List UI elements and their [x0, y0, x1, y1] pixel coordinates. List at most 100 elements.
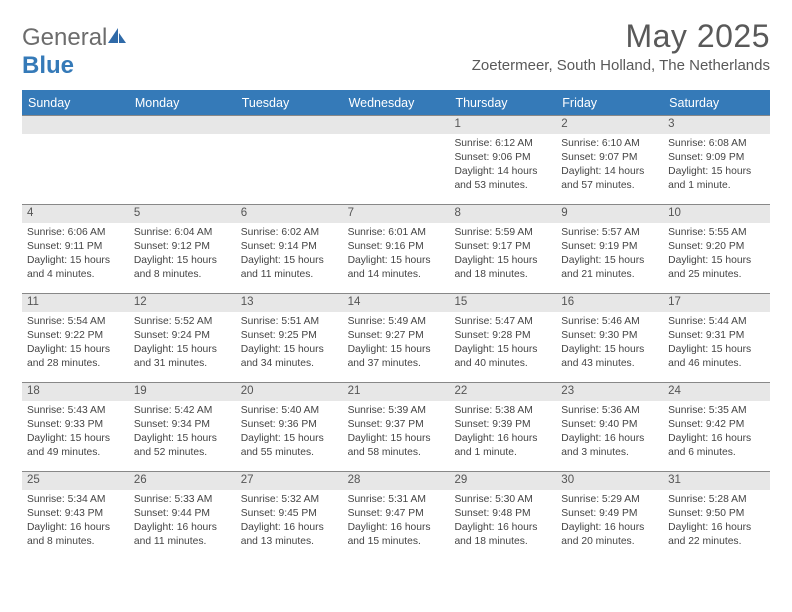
- day-cell: [129, 116, 236, 204]
- day-details: Sunrise: 5:30 AMSunset: 9:48 PMDaylight:…: [449, 490, 556, 553]
- sunrise-text: Sunrise: 5:43 AM: [27, 404, 124, 418]
- weekday-header: Sunday: [22, 92, 129, 115]
- weekday-header: Thursday: [449, 92, 556, 115]
- day-details: Sunrise: 5:34 AMSunset: 9:43 PMDaylight:…: [22, 490, 129, 553]
- daylight-text: Daylight: 15 hours and 46 minutes.: [668, 343, 765, 371]
- daylight-text: Daylight: 15 hours and 11 minutes.: [241, 254, 338, 282]
- sunrise-text: Sunrise: 6:04 AM: [134, 226, 231, 240]
- calendar: Sunday Monday Tuesday Wednesday Thursday…: [22, 90, 770, 560]
- day-number: 20: [236, 383, 343, 401]
- week-row: 4Sunrise: 6:06 AMSunset: 9:11 PMDaylight…: [22, 204, 770, 293]
- day-details: Sunrise: 5:46 AMSunset: 9:30 PMDaylight:…: [556, 312, 663, 375]
- day-cell: 29Sunrise: 5:30 AMSunset: 9:48 PMDayligh…: [449, 472, 556, 560]
- sunset-text: Sunset: 9:28 PM: [454, 329, 551, 343]
- daylight-text: Daylight: 15 hours and 37 minutes.: [348, 343, 445, 371]
- sunset-text: Sunset: 9:20 PM: [668, 240, 765, 254]
- day-number: 18: [22, 383, 129, 401]
- day-cell: 19Sunrise: 5:42 AMSunset: 9:34 PMDayligh…: [129, 383, 236, 471]
- sunset-text: Sunset: 9:24 PM: [134, 329, 231, 343]
- day-details: Sunrise: 5:51 AMSunset: 9:25 PMDaylight:…: [236, 312, 343, 375]
- sunset-text: Sunset: 9:25 PM: [241, 329, 338, 343]
- day-cell: 3Sunrise: 6:08 AMSunset: 9:09 PMDaylight…: [663, 116, 770, 204]
- sunset-text: Sunset: 9:47 PM: [348, 507, 445, 521]
- sunrise-text: Sunrise: 6:01 AM: [348, 226, 445, 240]
- day-number: 21: [343, 383, 450, 401]
- sunset-text: Sunset: 9:31 PM: [668, 329, 765, 343]
- day-cell: 21Sunrise: 5:39 AMSunset: 9:37 PMDayligh…: [343, 383, 450, 471]
- day-details: Sunrise: 5:42 AMSunset: 9:34 PMDaylight:…: [129, 401, 236, 464]
- sunrise-text: Sunrise: 5:40 AM: [241, 404, 338, 418]
- daylight-text: Daylight: 15 hours and 25 minutes.: [668, 254, 765, 282]
- day-number: 14: [343, 294, 450, 312]
- day-cell: 4Sunrise: 6:06 AMSunset: 9:11 PMDaylight…: [22, 205, 129, 293]
- sunset-text: Sunset: 9:14 PM: [241, 240, 338, 254]
- day-number: 23: [556, 383, 663, 401]
- day-number: [129, 116, 236, 134]
- sunrise-text: Sunrise: 5:28 AM: [668, 493, 765, 507]
- daylight-text: Daylight: 14 hours and 53 minutes.: [454, 165, 551, 193]
- daylight-text: Daylight: 15 hours and 31 minutes.: [134, 343, 231, 371]
- sunset-text: Sunset: 9:50 PM: [668, 507, 765, 521]
- day-number: 26: [129, 472, 236, 490]
- daylight-text: Daylight: 16 hours and 15 minutes.: [348, 521, 445, 549]
- week-row: 18Sunrise: 5:43 AMSunset: 9:33 PMDayligh…: [22, 382, 770, 471]
- sunrise-text: Sunrise: 6:08 AM: [668, 137, 765, 151]
- month-title: May 2025: [472, 18, 770, 55]
- daylight-text: Daylight: 16 hours and 13 minutes.: [241, 521, 338, 549]
- sunset-text: Sunset: 9:37 PM: [348, 418, 445, 432]
- sunset-text: Sunset: 9:45 PM: [241, 507, 338, 521]
- sunset-text: Sunset: 9:22 PM: [27, 329, 124, 343]
- sunset-text: Sunset: 9:49 PM: [561, 507, 658, 521]
- daylight-text: Daylight: 15 hours and 21 minutes.: [561, 254, 658, 282]
- daylight-text: Daylight: 16 hours and 8 minutes.: [27, 521, 124, 549]
- daylight-text: Daylight: 15 hours and 58 minutes.: [348, 432, 445, 460]
- day-cell: 28Sunrise: 5:31 AMSunset: 9:47 PMDayligh…: [343, 472, 450, 560]
- sunset-text: Sunset: 9:07 PM: [561, 151, 658, 165]
- day-details: Sunrise: 5:39 AMSunset: 9:37 PMDaylight:…: [343, 401, 450, 464]
- day-number: [22, 116, 129, 134]
- day-cell: 1Sunrise: 6:12 AMSunset: 9:06 PMDaylight…: [449, 116, 556, 204]
- sunrise-text: Sunrise: 5:44 AM: [668, 315, 765, 329]
- day-details: Sunrise: 5:47 AMSunset: 9:28 PMDaylight:…: [449, 312, 556, 375]
- day-details: Sunrise: 5:40 AMSunset: 9:36 PMDaylight:…: [236, 401, 343, 464]
- day-details: Sunrise: 5:52 AMSunset: 9:24 PMDaylight:…: [129, 312, 236, 375]
- day-number: 22: [449, 383, 556, 401]
- day-number: 2: [556, 116, 663, 134]
- sunset-text: Sunset: 9:06 PM: [454, 151, 551, 165]
- day-number: [343, 116, 450, 134]
- day-cell: 13Sunrise: 5:51 AMSunset: 9:25 PMDayligh…: [236, 294, 343, 382]
- day-number: 4: [22, 205, 129, 223]
- day-number: 10: [663, 205, 770, 223]
- daylight-text: Daylight: 15 hours and 52 minutes.: [134, 432, 231, 460]
- day-details: Sunrise: 5:36 AMSunset: 9:40 PMDaylight:…: [556, 401, 663, 464]
- sunrise-text: Sunrise: 5:36 AM: [561, 404, 658, 418]
- day-cell: 26Sunrise: 5:33 AMSunset: 9:44 PMDayligh…: [129, 472, 236, 560]
- day-details: Sunrise: 5:43 AMSunset: 9:33 PMDaylight:…: [22, 401, 129, 464]
- sunrise-text: Sunrise: 5:55 AM: [668, 226, 765, 240]
- day-details: Sunrise: 5:49 AMSunset: 9:27 PMDaylight:…: [343, 312, 450, 375]
- day-cell: 18Sunrise: 5:43 AMSunset: 9:33 PMDayligh…: [22, 383, 129, 471]
- day-cell: 24Sunrise: 5:35 AMSunset: 9:42 PMDayligh…: [663, 383, 770, 471]
- day-details: Sunrise: 5:44 AMSunset: 9:31 PMDaylight:…: [663, 312, 770, 375]
- sunset-text: Sunset: 9:40 PM: [561, 418, 658, 432]
- weekday-header: Friday: [556, 92, 663, 115]
- day-number: [236, 116, 343, 134]
- day-number: 5: [129, 205, 236, 223]
- day-number: 9: [556, 205, 663, 223]
- sunset-text: Sunset: 9:43 PM: [27, 507, 124, 521]
- logo-text: General Blue: [22, 24, 127, 80]
- sunrise-text: Sunrise: 6:10 AM: [561, 137, 658, 151]
- daylight-text: Daylight: 16 hours and 18 minutes.: [454, 521, 551, 549]
- daylight-text: Daylight: 15 hours and 55 minutes.: [241, 432, 338, 460]
- week-row: 11Sunrise: 5:54 AMSunset: 9:22 PMDayligh…: [22, 293, 770, 382]
- day-number: 6: [236, 205, 343, 223]
- weekday-header-row: Sunday Monday Tuesday Wednesday Thursday…: [22, 92, 770, 115]
- day-number: 16: [556, 294, 663, 312]
- sunrise-text: Sunrise: 5:39 AM: [348, 404, 445, 418]
- sunrise-text: Sunrise: 5:34 AM: [27, 493, 124, 507]
- sunset-text: Sunset: 9:27 PM: [348, 329, 445, 343]
- weekday-header: Wednesday: [343, 92, 450, 115]
- sunrise-text: Sunrise: 5:47 AM: [454, 315, 551, 329]
- weekday-header: Saturday: [663, 92, 770, 115]
- sunrise-text: Sunrise: 5:54 AM: [27, 315, 124, 329]
